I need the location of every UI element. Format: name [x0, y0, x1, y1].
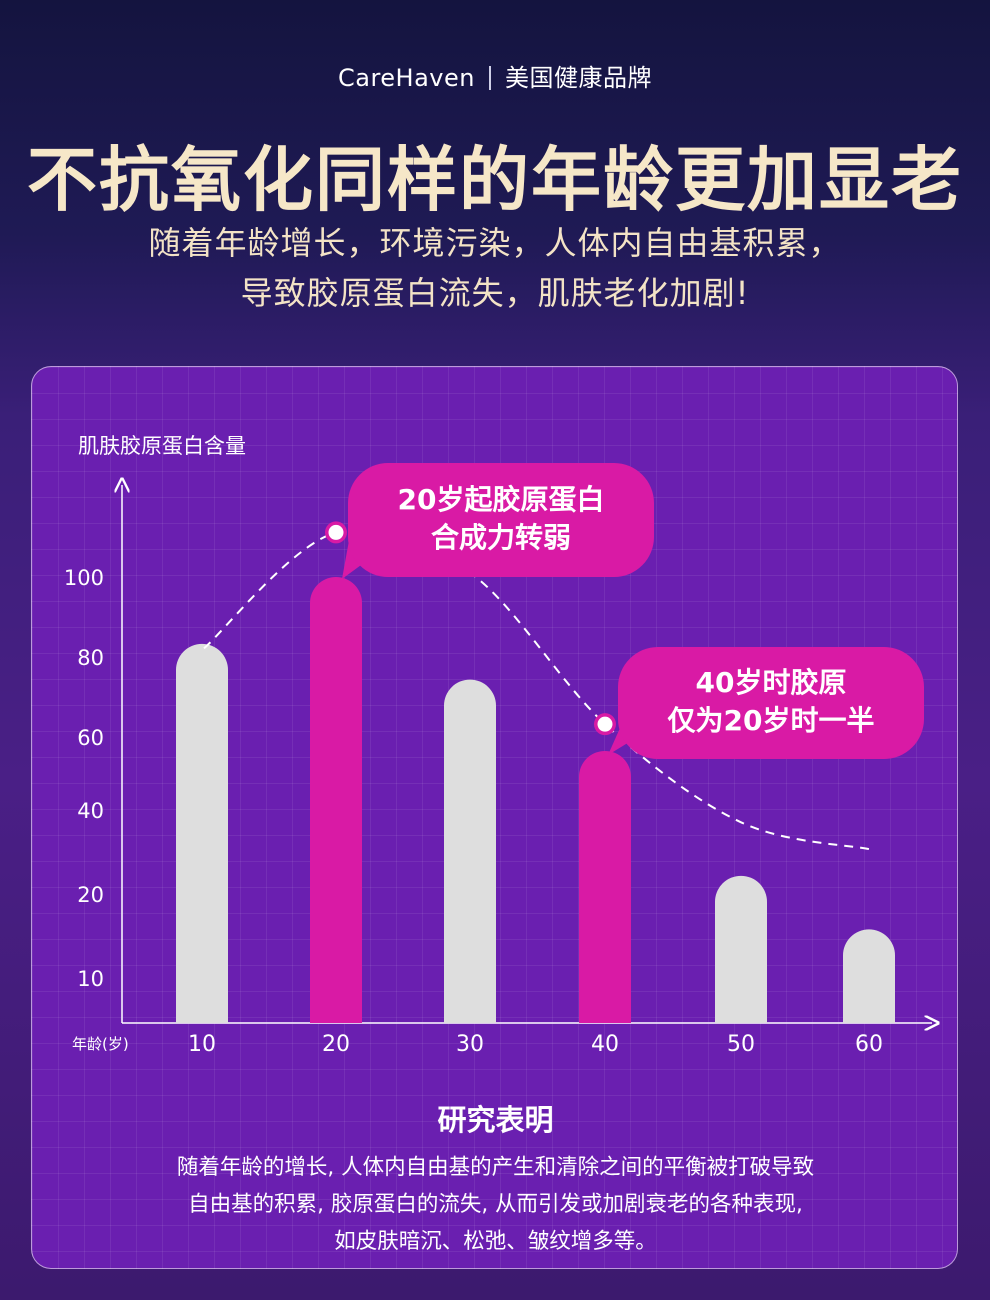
research-line-2: 自由基的积累, 胶原蛋白的流失, 从而引发或加剧衰老的各种表现, — [188, 1192, 803, 1217]
y-tick-label: 80 — [77, 646, 104, 670]
x-tick-label: 50 — [727, 1032, 755, 1057]
x-tick-label: 10 — [188, 1032, 216, 1057]
y-tick-label: 20 — [77, 883, 104, 907]
y-tick-label: 10 — [77, 967, 104, 991]
research-line-1: 随着年龄的增长, 人体内自由基的产生和清除之间的平衡被打破导致 — [176, 1155, 815, 1180]
annotation-20-line-1: 20岁起胶原蛋白 — [397, 483, 605, 516]
x-tick-label: 60 — [855, 1032, 883, 1057]
annotation-20-line-2: 合成力转弱 — [430, 521, 571, 554]
bar-20 — [310, 577, 362, 1023]
brand-line: CareHaven 美国健康品牌 — [0, 58, 990, 93]
brand-tagline: 美国健康品牌 — [505, 64, 652, 92]
annotation-bubble-40: 40岁时胶原 仅为20岁时一半 — [618, 647, 924, 759]
annotation-40-line-1: 40岁时胶原 — [695, 666, 847, 699]
chart-card: 肌肤胶原蛋白含量 100 80 60 40 20 10 年龄(岁) 10 20 30 40 50 60 2… — [31, 366, 958, 1269]
bar-30 — [444, 679, 496, 1023]
trend-line — [203, 527, 870, 851]
x-tick-label: 20 — [322, 1032, 350, 1057]
brand-separator — [489, 66, 491, 90]
x-tick-label: 30 — [456, 1032, 484, 1057]
x-axis-label: 年龄(岁) — [72, 1035, 129, 1053]
y-tick-label: 100 — [64, 566, 104, 590]
bar-60 — [843, 929, 895, 1023]
bar-10 — [176, 643, 228, 1023]
x-tick-label: 40 — [591, 1032, 619, 1057]
trend-dot-center-40 — [597, 716, 613, 732]
bar-50 — [715, 875, 767, 1023]
research-title: 研究表明 — [437, 1103, 554, 1137]
research-line-3: 如皮肤暗沉、松弛、皱纹增多等。 — [334, 1229, 657, 1254]
subheadline-line-1: 随着年龄增长，环境污染，人体内自由基积累， — [148, 224, 842, 262]
subheadline-line-2: 导致胶原蛋白流失，肌肤老化加剧! — [240, 274, 750, 312]
brand-name: CareHaven — [337, 64, 475, 92]
headline: 不抗氧化同样的年龄更加显老 — [27, 139, 963, 221]
annotation-bubble-20: 20岁起胶原蛋白 合成力转弱 — [348, 463, 654, 577]
y-tick-label: 60 — [77, 726, 104, 750]
collagen-chart: 肌肤胶原蛋白含量 100 80 60 40 20 10 年龄(岁) 10 20 30 40 50 60 — [64, 434, 958, 1057]
bar-40 — [579, 750, 631, 1023]
annotation-40-line-2: 仅为20岁时一半 — [667, 704, 875, 737]
y-axis-label: 肌肤胶原蛋白含量 — [78, 434, 246, 458]
y-tick-label: 40 — [77, 799, 104, 823]
trend-dot-center-20 — [328, 524, 344, 540]
